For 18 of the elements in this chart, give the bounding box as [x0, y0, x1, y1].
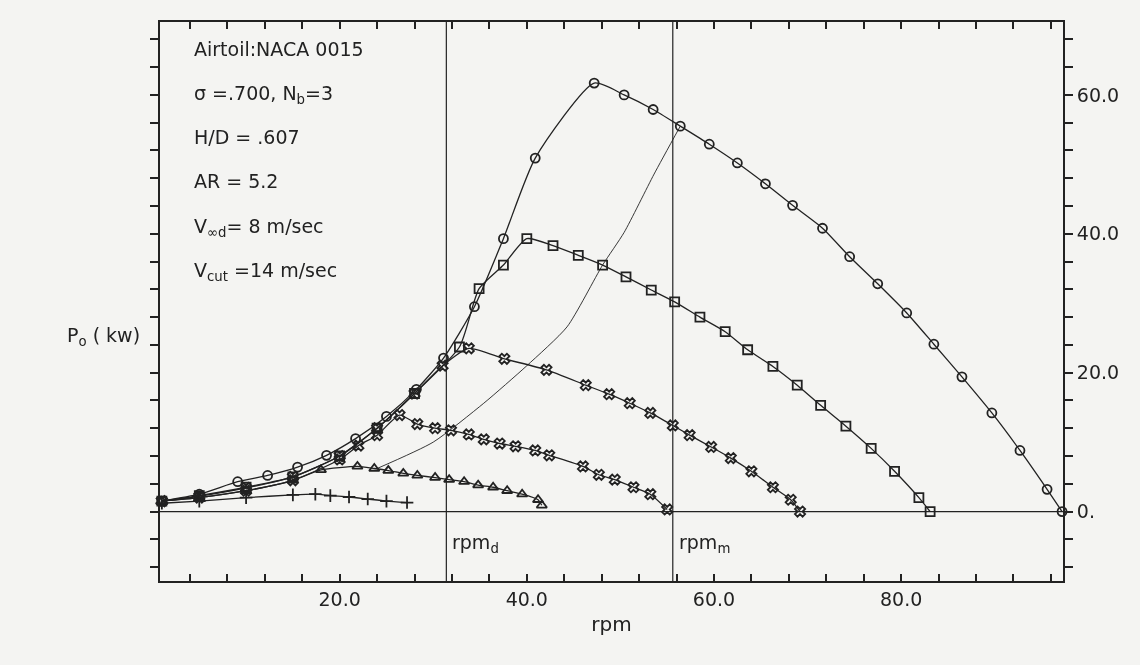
- y-tick-label: 60.0: [1076, 83, 1120, 106]
- x-tick-label: 20.0: [318, 587, 361, 610]
- y-tick-label: 40.0: [1076, 222, 1120, 245]
- x-tick-label: 80.0: [879, 587, 923, 610]
- y-tick-label: 0.: [1076, 500, 1095, 523]
- ref-line-label: rpm$_{m}$: [679, 531, 731, 556]
- annotation: H/D = .607: [194, 126, 300, 148]
- annotation: σ =.700, N$_{b}$=3: [194, 82, 334, 107]
- annotation: V$_{cut}$ =14 m/sec: [194, 259, 338, 284]
- y-axis-title: P$_{o}$ ( kw): [67, 324, 141, 349]
- y-tick-label: 20.0: [1076, 361, 1120, 384]
- x-tick-label: 60.0: [692, 587, 736, 610]
- annotation: AR = 5.2: [194, 170, 279, 192]
- x-axis-title: rpm: [591, 611, 632, 636]
- annotation: Airtoil:NACA 0015: [194, 38, 364, 60]
- annotation: V$_{∞d}$= 8 m/sec: [194, 215, 324, 240]
- ref-line-label: rpm$_{d}$: [452, 531, 499, 556]
- x-tick-label: 40.0: [505, 587, 548, 610]
